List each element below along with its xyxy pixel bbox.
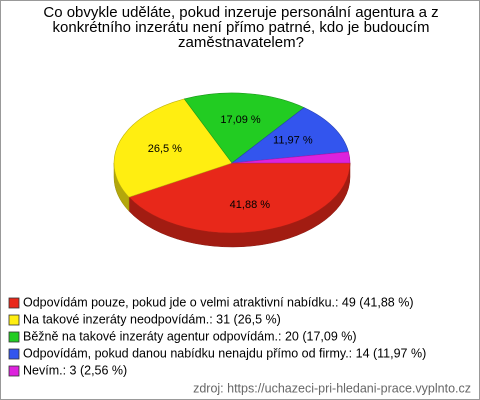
legend-swatch — [8, 314, 20, 326]
legend-label: Odpovídám, pokud danou nabídku nenajdu p… — [23, 346, 426, 360]
slice — [183, 92, 305, 164]
value-label: 41,88 % — [230, 199, 271, 211]
legend-swatch — [8, 365, 20, 377]
value-label: 26,5 % — [148, 143, 182, 155]
legend-label: Na takové inzeráty neodpovídám.: 31 (26,… — [23, 312, 281, 326]
legend-label: Odpovídám pouze, pokud jde o velmi atrak… — [23, 295, 414, 309]
legend-swatch — [8, 297, 20, 309]
slice — [231, 151, 351, 164]
chart-title: Co obvykle uděláte, pokud inzeruje perso… — [43, 4, 439, 51]
value-label: 17,09 % — [220, 114, 261, 126]
source: zdroj: https://uchazeci-pri-hledani-prac… — [193, 381, 471, 395]
legend-label: Běžně na takové inzeráty agentur odpovíd… — [23, 329, 357, 343]
value-label: 11,97 % — [273, 135, 313, 147]
legend-swatch — [8, 348, 20, 360]
legend-label: Nevím.: 3 (2,56 %) — [23, 363, 127, 377]
slice — [230, 107, 349, 164]
legend-swatch — [8, 331, 20, 343]
slice — [128, 162, 351, 234]
